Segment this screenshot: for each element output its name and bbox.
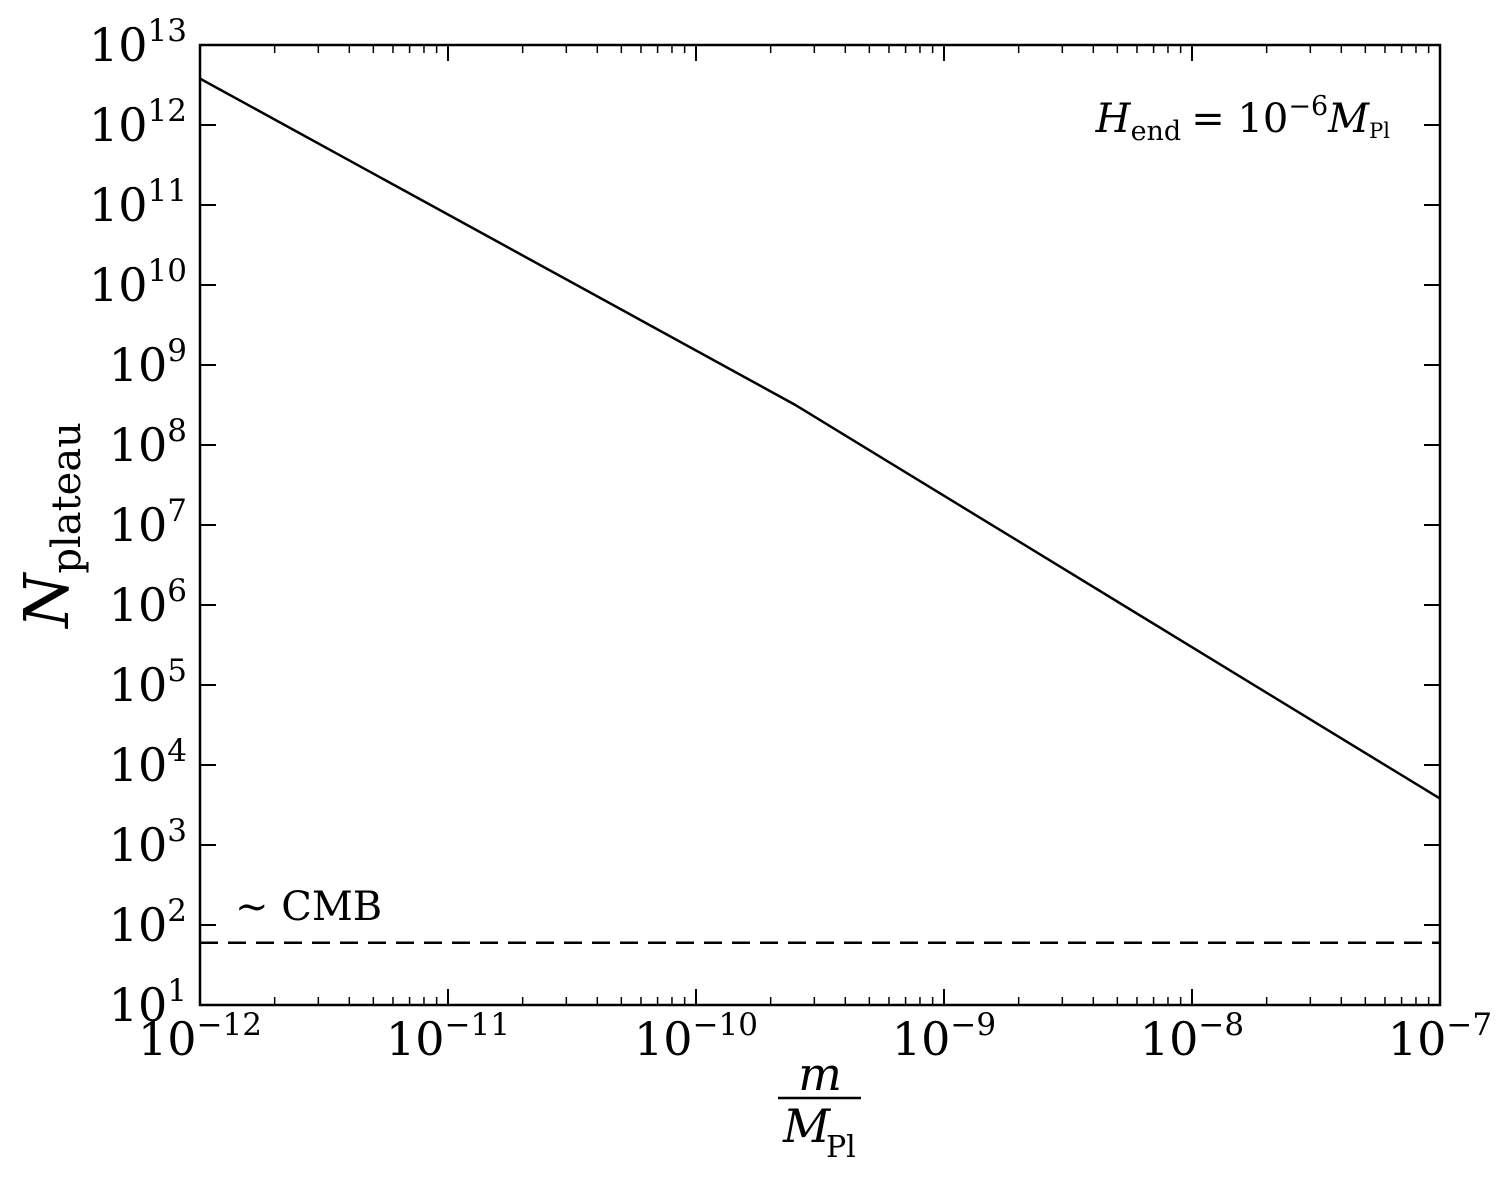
minor-ticks xyxy=(273,45,1430,1005)
x-tick-label: 10−11 xyxy=(386,1007,510,1066)
y-tick-label: 106 xyxy=(109,573,187,632)
y-tick-labels: 101 102 103 104 105 106 107 108 109 1010 1011 1012 1… xyxy=(89,13,187,1032)
y-tick-label: 108 xyxy=(109,413,187,472)
plot-background xyxy=(200,45,1440,1005)
series-layer xyxy=(199,77,1441,944)
x-label-numerator: m xyxy=(798,1047,842,1101)
x-tick-label: 10−7 xyxy=(1388,1007,1492,1066)
hubble-annotation: Hend = 10−6MPl xyxy=(1095,91,1391,147)
y-tick-label: 109 xyxy=(109,333,187,392)
y-tick-label: 104 xyxy=(109,733,187,792)
x-label-denominator-subscript: Pl xyxy=(826,1130,856,1165)
hubble-equals: = 10 xyxy=(1191,96,1288,142)
plot-frame xyxy=(198,43,1442,1007)
x-tick-labels: 10−12 10−11 10−10 10−9 10−8 10−7 xyxy=(138,1007,1492,1066)
y-tick-label: 107 xyxy=(109,493,187,552)
y-tick-label: 1011 xyxy=(89,173,187,232)
y-tick-label: 101 xyxy=(109,973,187,1032)
y-tick-label: 105 xyxy=(109,653,187,712)
n-plateau-line xyxy=(199,77,1441,800)
y-tick-label: 1012 xyxy=(89,93,187,152)
x-tick-label: 10−10 xyxy=(634,1007,758,1066)
y-tick-label: 103 xyxy=(109,813,187,872)
hubble-subscript: end xyxy=(1131,116,1182,147)
x-tick-label: 10−8 xyxy=(1140,1007,1244,1066)
x-tick-label: 10−12 xyxy=(138,1007,262,1066)
y-label-subscript: plateau xyxy=(44,422,90,574)
svg-text:Nplateau: Nplateau xyxy=(10,422,90,630)
planck-mass-subscript: Pl xyxy=(1369,119,1390,143)
x-tick-label: 10−9 xyxy=(892,1007,996,1066)
hubble-symbol: H xyxy=(1095,96,1132,142)
y-tick-label: 1013 xyxy=(89,13,187,72)
y-tick-label: 1010 xyxy=(89,253,187,312)
y-axis-label: Nplateau xyxy=(10,422,90,630)
hubble-exponent: −6 xyxy=(1288,91,1328,122)
y-label-main: N xyxy=(10,571,83,630)
x-axis-label: m M Pl xyxy=(778,1047,861,1165)
cmb-label: ∼ CMB xyxy=(235,884,382,930)
planck-mass-symbol: M xyxy=(1327,96,1370,142)
y-tick-label: 102 xyxy=(109,893,187,952)
x-label-denominator: M xyxy=(782,1099,832,1153)
